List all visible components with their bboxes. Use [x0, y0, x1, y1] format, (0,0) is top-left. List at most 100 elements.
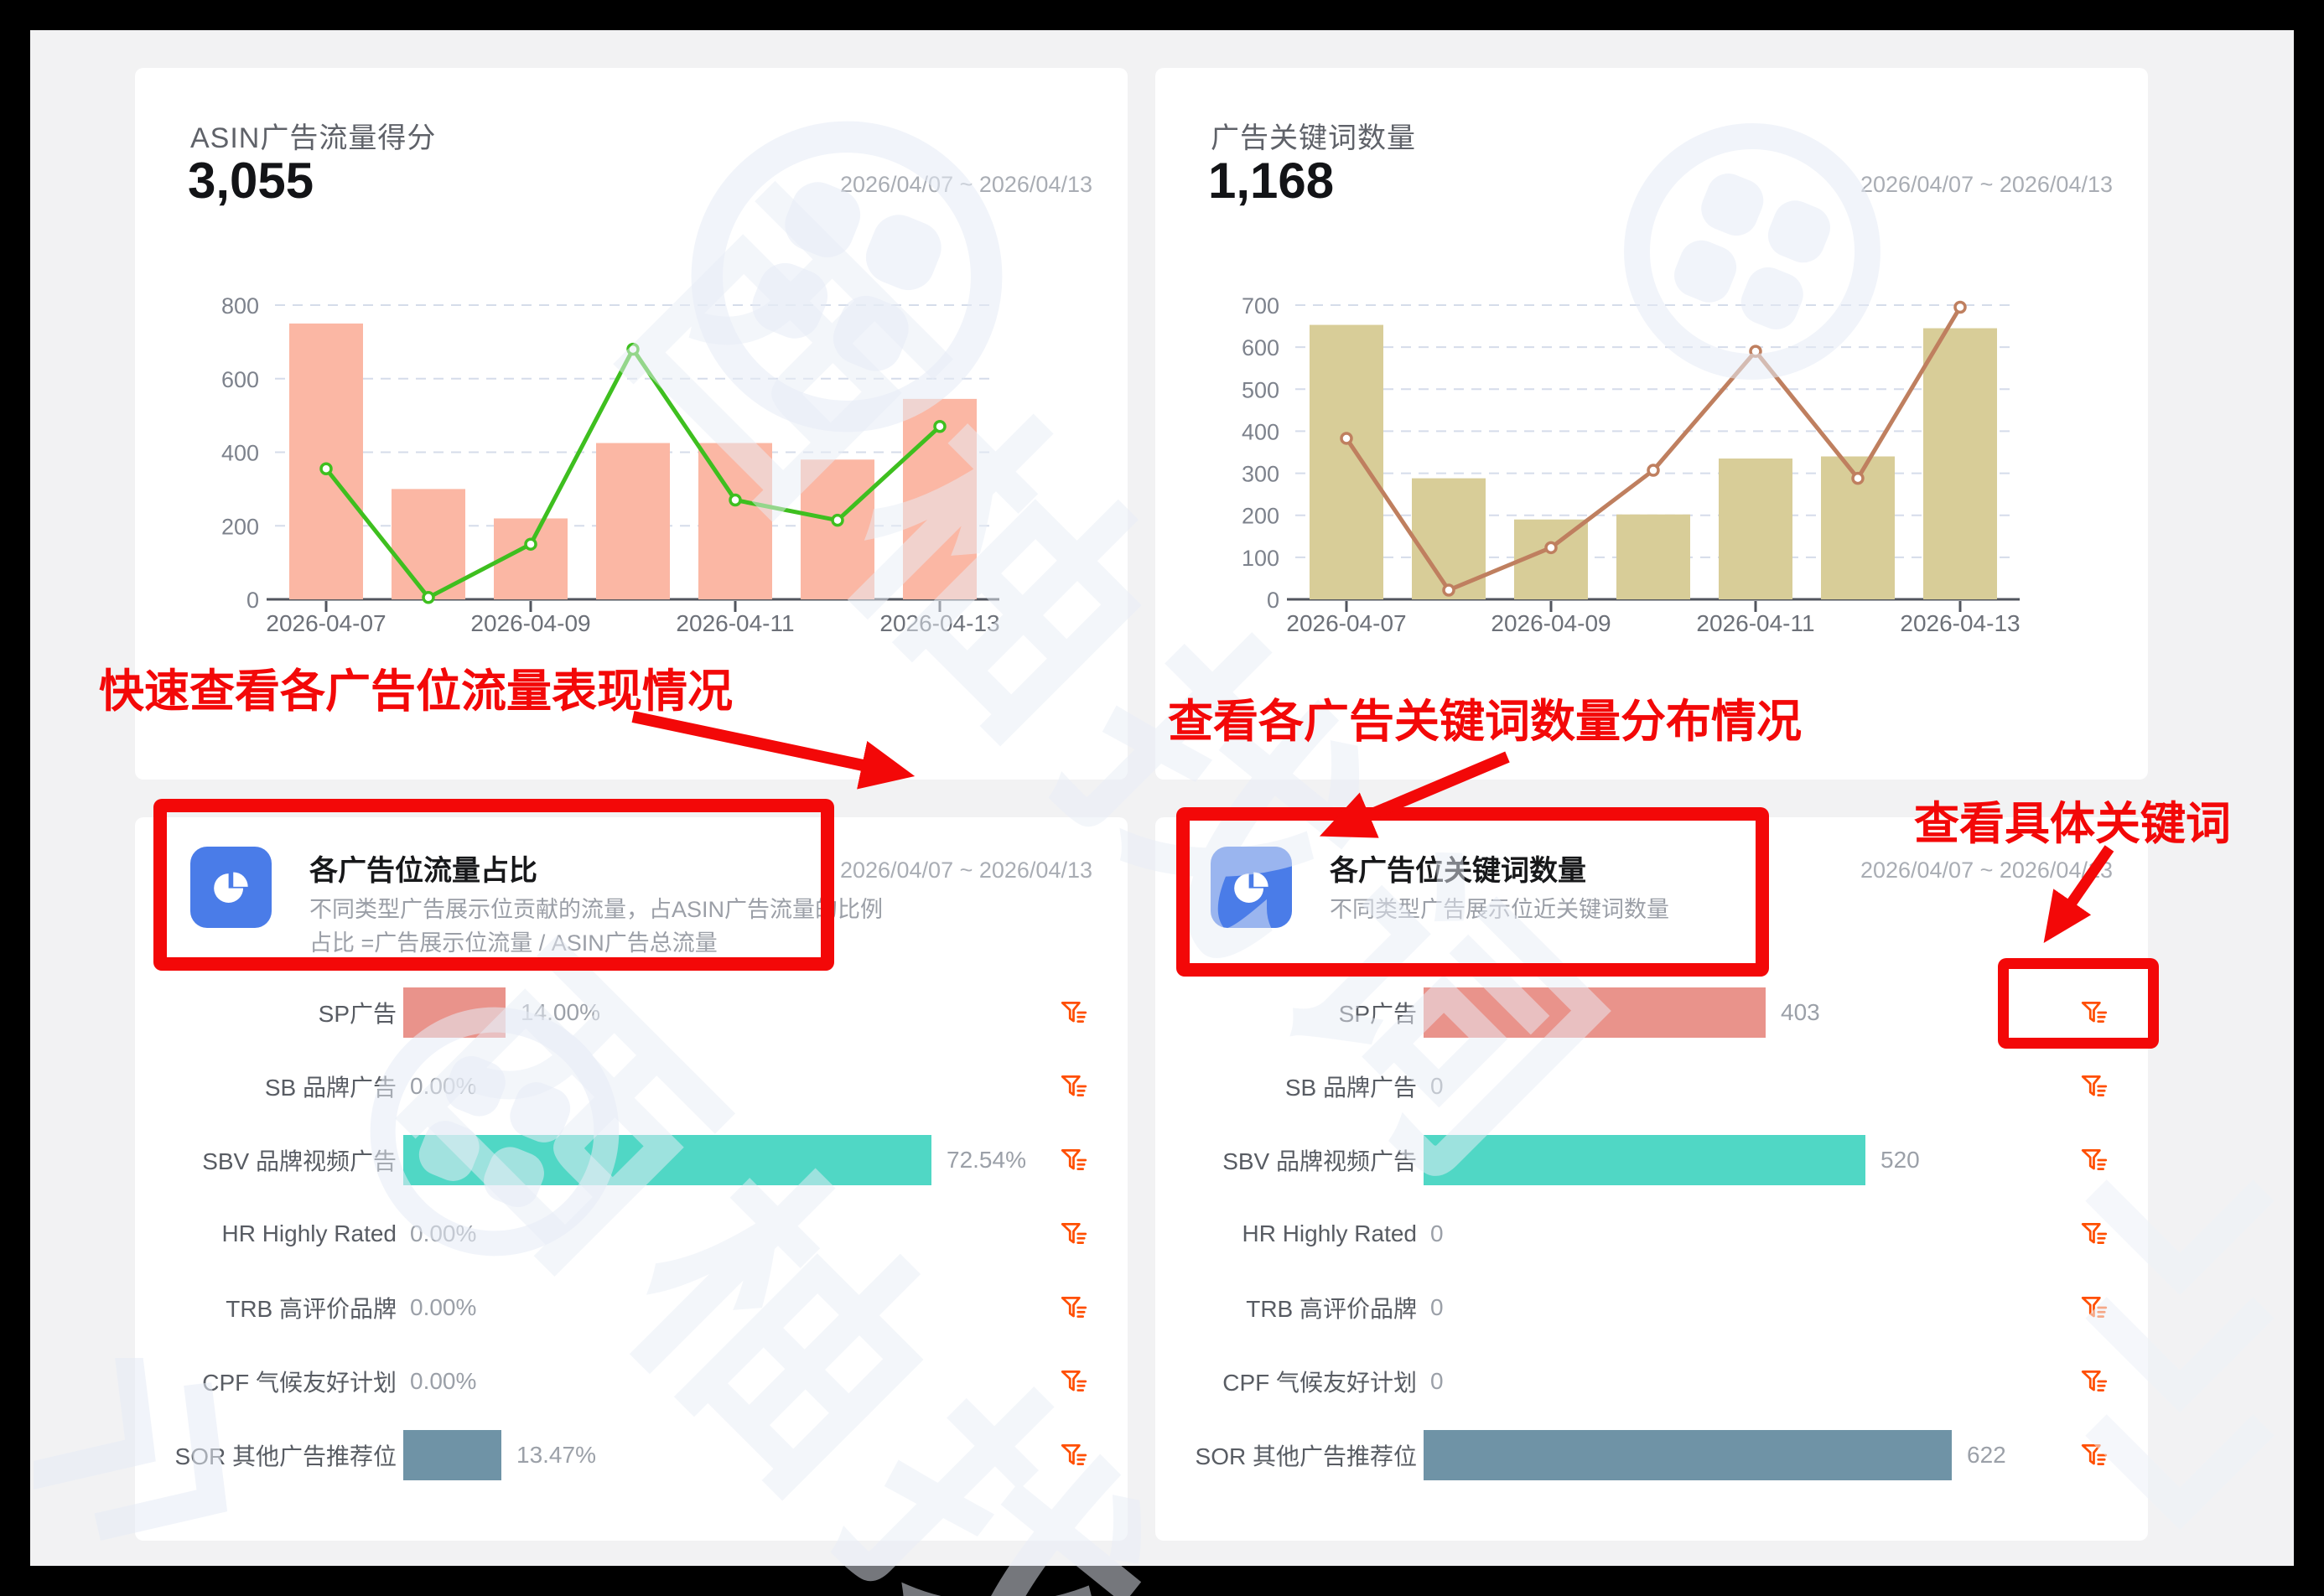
placement-row: HR Highly Rated 0	[1155, 1197, 2148, 1271]
placement-label: SBV 品牌视频广告	[202, 1148, 397, 1174]
highlight-box-traffic-share-header	[153, 799, 834, 971]
panel-title: ASIN广告流量得分	[190, 122, 437, 154]
section-subtitle-line1: 不同类型广告展示位贡献的流量，占ASIN广告流量的比例	[309, 897, 884, 922]
placement-bar-track: 520	[1424, 1135, 2044, 1185]
placement-row: SOR 其他广告推荐位 13.47%	[135, 1418, 1128, 1492]
placement-label: SBV 品牌视频广告	[1222, 1148, 1417, 1174]
filter-button[interactable]	[1024, 1440, 1124, 1470]
placement-value: 520	[1880, 1147, 1920, 1173]
svg-text:0: 0	[246, 588, 259, 613]
placement-label: CPF 气候友好计划	[202, 1370, 397, 1396]
placement-label: HR Highly Rated	[1242, 1220, 1417, 1246]
annotation-note-1: 快速查看各广告位流量表现情况	[99, 666, 733, 717]
svg-text:500: 500	[1242, 377, 1279, 402]
filter-icon	[1061, 1075, 1087, 1096]
svg-text:2026-04-13: 2026-04-13	[879, 610, 999, 636]
placement-label: CPF 气候友好计划	[1222, 1370, 1417, 1396]
highlight-box-filter-icon	[1998, 958, 2159, 1049]
placement-row: SOR 其他广告推荐位 622	[1155, 1418, 2148, 1492]
placement-value: 0	[1430, 1294, 1444, 1320]
section-subtitle-line2: 占比 =广告展示位流量 / ASIN广告总流量	[309, 930, 718, 956]
section-subtitle: 不同类型广告展示位贡献的流量，占ASIN广告流量的比例 占比 =广告展示位流量 …	[309, 893, 883, 960]
placement-value: 0.00%	[410, 1294, 477, 1320]
filter-icon	[2081, 1075, 2108, 1096]
filter-button[interactable]	[1024, 1366, 1124, 1396]
svg-text:2026-04-11: 2026-04-11	[1696, 610, 1814, 636]
annotation-arrow-3	[2043, 845, 2114, 943]
svg-text:2026-04-07: 2026-04-07	[266, 610, 386, 636]
date-range: 2026/04/07 ~ 2026/04/13	[839, 858, 1092, 883]
filter-icon	[2081, 1148, 2108, 1170]
svg-text:100: 100	[1242, 546, 1279, 571]
annotation-arrow-1	[631, 711, 916, 790]
filter-button[interactable]	[1024, 1219, 1124, 1249]
placement-value: 622	[1967, 1442, 2006, 1468]
placement-row: SBV 品牌视频广告 520	[1155, 1123, 2148, 1197]
annotation-note-3: 查看具体关键词	[1914, 799, 2231, 849]
svg-text:2026-04-09: 2026-04-09	[470, 610, 590, 636]
section-subtitle-line1: 不同类型广告展示位近关键词数量	[1330, 897, 1669, 922]
placement-bar-track: 0	[1424, 1294, 2044, 1321]
placement-value: 72.54%	[947, 1147, 1026, 1173]
placement-row: TRB 高评价品牌 0.00%	[135, 1271, 1128, 1345]
svg-text:200: 200	[1242, 504, 1279, 529]
placement-value: 13.47%	[516, 1442, 596, 1468]
panel-placement-traffic-share: 各广告位流量占比 不同类型广告展示位贡献的流量，占ASIN广告流量的比例 占比 …	[135, 817, 1128, 1541]
pie-chart-icon	[1233, 871, 1268, 903]
filter-icon	[1061, 1443, 1087, 1465]
svg-text:2026-04-11: 2026-04-11	[676, 610, 794, 636]
placement-label: TRB 高评价品牌	[226, 1296, 397, 1322]
svg-text:2026-04-13: 2026-04-13	[1900, 610, 2020, 636]
filter-button[interactable]	[1024, 998, 1124, 1028]
placement-value: 0	[1430, 1368, 1444, 1394]
pie-chart-icon-badge	[1211, 847, 1292, 928]
placement-value: 0	[1430, 1220, 1444, 1246]
svg-text:400: 400	[221, 441, 259, 466]
placement-bar	[1424, 1430, 1952, 1480]
placement-bar-track: 0	[1424, 1220, 2044, 1247]
svg-text:600: 600	[1242, 335, 1279, 360]
filter-button[interactable]	[1024, 1145, 1124, 1175]
svg-text:0: 0	[1267, 588, 1279, 613]
placement-bar-track: 403	[1424, 987, 2044, 1038]
filter-button[interactable]	[2044, 1145, 2145, 1175]
annotation-note-2: 查看各广告关键词数量分布情况	[1168, 697, 1802, 747]
section-title: 各广告位流量占比	[309, 855, 537, 887]
svg-text:400: 400	[1242, 419, 1279, 444]
svg-text:800: 800	[221, 293, 259, 319]
keyword-count-chart: 0 100 200 300 400 500 600 700 2026-04-07 2026-04-…	[1242, 293, 2021, 636]
placement-bar-track: 0	[1424, 1073, 2044, 1100]
keyword-count-value: 1,168	[1208, 153, 1335, 209]
filter-button[interactable]	[1024, 1071, 1124, 1101]
svg-text:200: 200	[221, 514, 259, 539]
filter-button[interactable]	[1024, 1293, 1124, 1323]
placement-value: 403	[1781, 999, 1820, 1025]
placement-bar	[403, 1430, 501, 1480]
date-range: 2026/04/07 ~ 2026/04/13	[1860, 858, 2113, 883]
pie-chart-icon-badge	[190, 847, 272, 928]
placement-label: SOR 其他广告推荐位	[1195, 1443, 1417, 1469]
svg-text:2026-04-07: 2026-04-07	[1286, 610, 1406, 636]
placement-label: TRB 高评价品牌	[1246, 1296, 1417, 1322]
placement-value: 0.00%	[410, 1368, 477, 1394]
section-subtitle: 不同类型广告展示位近关键词数量	[1330, 893, 1669, 926]
placement-label: SB 品牌广告	[1284, 1075, 1417, 1101]
placement-row: CPF 气候友好计划 0.00%	[135, 1345, 1128, 1418]
placement-bar-track: 0.00%	[403, 1294, 1024, 1321]
filter-icon	[1061, 1296, 1087, 1318]
filter-button[interactable]	[2044, 1071, 2145, 1101]
placement-bar-track: 0.00%	[403, 1368, 1024, 1395]
panel-placement-keyword-count: 各广告位关键词数量 不同类型广告展示位近关键词数量 2026/04/07 ~ 2…	[1155, 817, 2148, 1541]
placement-row: SB 品牌广告 0	[1155, 1049, 2148, 1123]
svg-text:2026-04-09: 2026-04-09	[1491, 610, 1611, 636]
placement-bar	[1424, 1135, 1865, 1185]
placement-bar-track: 0	[1424, 1368, 2044, 1395]
filter-button[interactable]	[2044, 998, 2145, 1028]
date-range: 2026/04/07 ~ 2026/04/13	[1860, 172, 2113, 197]
panel-title: 广告关键词数量	[1211, 122, 1416, 154]
placement-keyword-rows: SP广告 403 SB 品牌广告 0 SBV 品牌视频广告 520 HR Highly Ra…	[1155, 976, 2148, 1492]
placement-bar-track: 13.47%	[403, 1430, 1024, 1480]
filter-icon	[1061, 1001, 1087, 1023]
